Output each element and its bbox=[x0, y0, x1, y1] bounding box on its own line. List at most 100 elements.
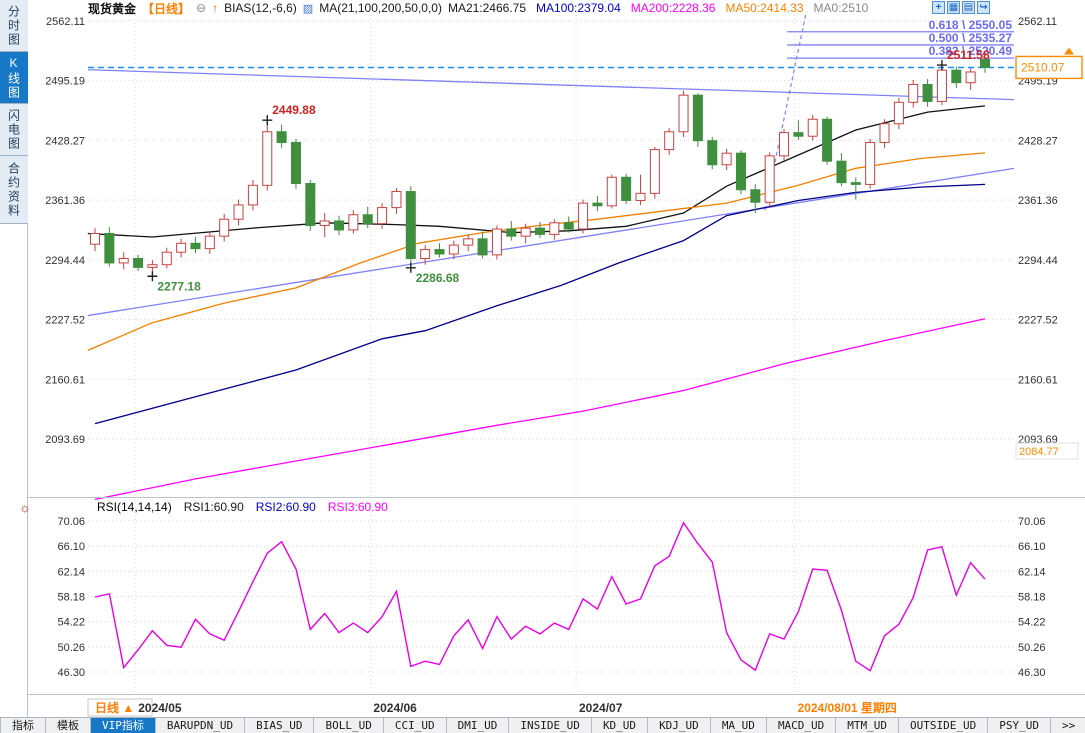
price-annotations: 2449.88 2277.18 2286.68 2511.58 bbox=[147, 48, 990, 293]
trendlines bbox=[87, 14, 1015, 317]
svg-text:2093.69: 2093.69 bbox=[45, 434, 85, 446]
svg-text:2428.27: 2428.27 bbox=[1018, 135, 1058, 147]
svg-text:2294.44: 2294.44 bbox=[45, 255, 85, 267]
svg-text:62.14: 62.14 bbox=[57, 566, 85, 578]
sidebar-tab-3[interactable]: 闪电图 bbox=[0, 104, 28, 156]
svg-text:2024/08/01 星期四: 2024/08/01 星期四 bbox=[798, 700, 897, 715]
sidebar-tab-1[interactable]: 分时图 bbox=[0, 0, 28, 52]
svg-text:2084.77: 2084.77 bbox=[1019, 446, 1059, 458]
svg-text:2361.36: 2361.36 bbox=[1018, 195, 1058, 207]
date-axis: 日线 ▲ 2024/05 2024/06 2024/07 2024/08/01 星期四 bbox=[87, 698, 897, 717]
sidebar-tab-4[interactable]: 合约资料 bbox=[0, 156, 28, 224]
indicator-tabbar: 指标 模板 VIP指标 BARUPDN_UD BIAS_UD BOLL_UD CCI_UD D… bbox=[0, 717, 1085, 733]
sidebar: 分时图 K线图 闪电图 合约资料 bbox=[0, 0, 28, 733]
svg-text:58.18: 58.18 bbox=[57, 592, 85, 604]
jump-latest-icon[interactable]: ↪ bbox=[977, 1, 990, 14]
svg-text:0.618 \ 2550.05: 0.618 \ 2550.05 bbox=[929, 18, 1013, 32]
rsi-axis-labels: 70.06 70.06 66.10 66.10 62.14 62.14 58.18 58.18… bbox=[57, 516, 1045, 679]
svg-text:0.382 \ 2520.49: 0.382 \ 2520.49 bbox=[929, 44, 1013, 58]
indicator-icon[interactable]: ▨ bbox=[302, 2, 314, 15]
ma-line-ma200 bbox=[94, 318, 986, 501]
up-arrow-icon: ↑ bbox=[212, 1, 219, 15]
kline-chart-surface[interactable]: 0.618 \ 2550.050.500 \ 2535.270.382 \ 25… bbox=[28, 0, 1085, 717]
svg-text:2160.61: 2160.61 bbox=[1018, 374, 1058, 386]
indicator-tab-dmi-ud[interactable]: DMI_UD bbox=[447, 718, 510, 733]
ma-line-ma100 bbox=[94, 183, 986, 425]
svg-text:54.22: 54.22 bbox=[1018, 617, 1046, 629]
svg-text:58.18: 58.18 bbox=[1018, 592, 1046, 604]
rising-support-trendline[interactable] bbox=[87, 167, 1015, 317]
indicator-tab-macd-ud[interactable]: MACD_UD bbox=[767, 718, 837, 733]
svg-text:70.06: 70.06 bbox=[57, 516, 85, 528]
svg-text:2024/05: 2024/05 bbox=[138, 701, 182, 715]
indicator-tab-mtm-ud[interactable]: MTM_UD bbox=[836, 718, 900, 733]
svg-text:2511.58: 2511.58 bbox=[947, 48, 990, 62]
indicator-tab-指标[interactable]: 指标 bbox=[1, 718, 46, 733]
axis-zoom-icon[interactable]: ▦ bbox=[947, 1, 960, 14]
ma-value-label: MA0:2510 bbox=[813, 1, 869, 15]
indicator-tab-kd-ud[interactable]: KD_UD bbox=[592, 718, 649, 733]
svg-text:2294.44: 2294.44 bbox=[1018, 255, 1058, 267]
bias-indicator-label[interactable]: BIAS(12,-6,6) bbox=[224, 1, 297, 15]
ma-line-ma21 bbox=[87, 105, 986, 238]
svg-text:66.10: 66.10 bbox=[1018, 541, 1046, 553]
indicator-tab-cci-ud[interactable]: CCI_UD bbox=[384, 718, 447, 733]
indicator-tab-vip指标[interactable]: VIP指标 bbox=[91, 718, 156, 733]
collapse-icon[interactable]: ⊖ bbox=[196, 1, 207, 15]
period-selector[interactable] bbox=[87, 698, 153, 717]
ma-value-label: MA100:2379.04 bbox=[536, 1, 621, 15]
svg-text:54.22: 54.22 bbox=[57, 617, 85, 629]
svg-text:0.500 \ 2535.27: 0.500 \ 2535.27 bbox=[929, 31, 1013, 45]
rsi-params-label[interactable]: RSI(14,14,14) bbox=[97, 500, 172, 514]
svg-text:2495.19: 2495.19 bbox=[45, 76, 85, 88]
indicator-tab-ma-ud[interactable]: MA_UD bbox=[711, 718, 767, 733]
svg-text:2160.61: 2160.61 bbox=[45, 374, 85, 386]
svg-text:50.26: 50.26 bbox=[1018, 642, 1046, 654]
period-tag[interactable]: 【日线】 bbox=[142, 1, 191, 16]
sidebar-tab-2[interactable]: K线图 bbox=[0, 52, 28, 104]
indicator-tab-barupdn-ud[interactable]: BARUPDN_UD bbox=[156, 718, 246, 733]
bar-zoom-icon[interactable]: ▤ bbox=[962, 1, 975, 14]
chart-toolbar: + ▦ ▤ ↪ bbox=[932, 1, 990, 14]
descending-resistance-trendline[interactable] bbox=[87, 69, 1015, 101]
rsi-settings-icon[interactable]: ☼ bbox=[19, 500, 31, 515]
svg-text:2024/07: 2024/07 bbox=[579, 701, 623, 715]
rsi-value-label: RSI3:60.90 bbox=[327, 500, 388, 514]
current-price-tag: 2510.07 bbox=[1015, 47, 1083, 80]
rsi-gridlines bbox=[88, 520, 1014, 673]
indicator-tab-psy-ud[interactable]: PSY_UD bbox=[988, 718, 1052, 733]
ma-value-label: MA200:2228.36 bbox=[630, 1, 716, 15]
rsi-line bbox=[94, 521, 986, 672]
ma-line-ma50 bbox=[87, 152, 986, 351]
rsi-header: RSI(14,14,14) RSI1:60.90 RSI2:60.90 RSI3:6… bbox=[97, 500, 388, 514]
indicator-tab--[interactable]: >> bbox=[1051, 718, 1085, 733]
svg-text:2361.36: 2361.36 bbox=[45, 195, 85, 207]
pan-crosshair-icon[interactable]: + bbox=[932, 1, 945, 14]
time-gridlines bbox=[134, 15, 796, 693]
indicator-tab-模板[interactable]: 模板 bbox=[46, 718, 91, 733]
svg-text:2286.68: 2286.68 bbox=[416, 271, 460, 285]
svg-text:日线 ▲: 日线 ▲ bbox=[95, 700, 134, 715]
svg-text:2277.18: 2277.18 bbox=[157, 279, 201, 293]
svg-text:2024/06: 2024/06 bbox=[373, 701, 417, 715]
svg-text:2562.11: 2562.11 bbox=[1018, 16, 1057, 28]
fib-baseline[interactable] bbox=[764, 14, 807, 211]
indicator-tab-boll-ud[interactable]: BOLL_UD bbox=[314, 718, 384, 733]
ma-params-label[interactable]: MA(21,100,200,50,0,0) bbox=[319, 1, 442, 15]
ma-value-label: MA21:2466.75 bbox=[447, 1, 527, 15]
tabbar-spacer bbox=[0, 718, 1, 733]
indicator-tab-inside-ud[interactable]: INSIDE_UD bbox=[509, 718, 592, 733]
indicator-tab-outside-ud[interactable]: OUTSIDE_UD bbox=[899, 718, 989, 733]
svg-text:70.06: 70.06 bbox=[1018, 516, 1046, 528]
indicator-tab-bias-ud[interactable]: BIAS_UD bbox=[245, 718, 315, 733]
symbol-name: 现货黄金 bbox=[88, 1, 137, 16]
svg-text:66.10: 66.10 bbox=[57, 541, 85, 553]
ma-value-readouts: MA21:2466.75 MA100:2379.04 MA200:2228.36 MA… bbox=[448, 1, 878, 15]
indicator-tab-kdj-ud[interactable]: KDJ_UD bbox=[648, 718, 711, 733]
svg-text:2428.27: 2428.27 bbox=[45, 135, 85, 147]
svg-text:50.26: 50.26 bbox=[57, 642, 85, 654]
chart-header: 现货黄金 【日线】 ⊖ ↑ BIAS(12,-6,6) ▨ MA(21,100,… bbox=[28, 0, 1085, 16]
rsi-value-readouts: RSI1:60.90 RSI2:60.90 RSI3:60.90 bbox=[184, 500, 388, 514]
